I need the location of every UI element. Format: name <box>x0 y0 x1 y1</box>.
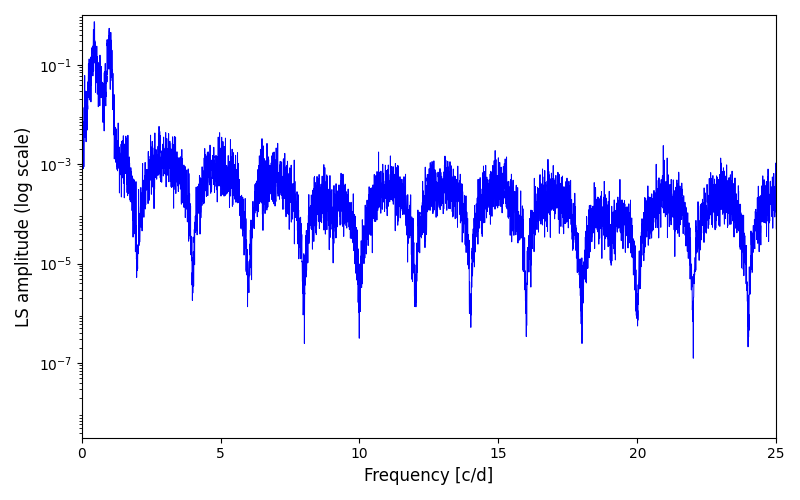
Y-axis label: LS amplitude (log scale): LS amplitude (log scale) <box>15 126 33 326</box>
X-axis label: Frequency [c/d]: Frequency [c/d] <box>364 467 494 485</box>
